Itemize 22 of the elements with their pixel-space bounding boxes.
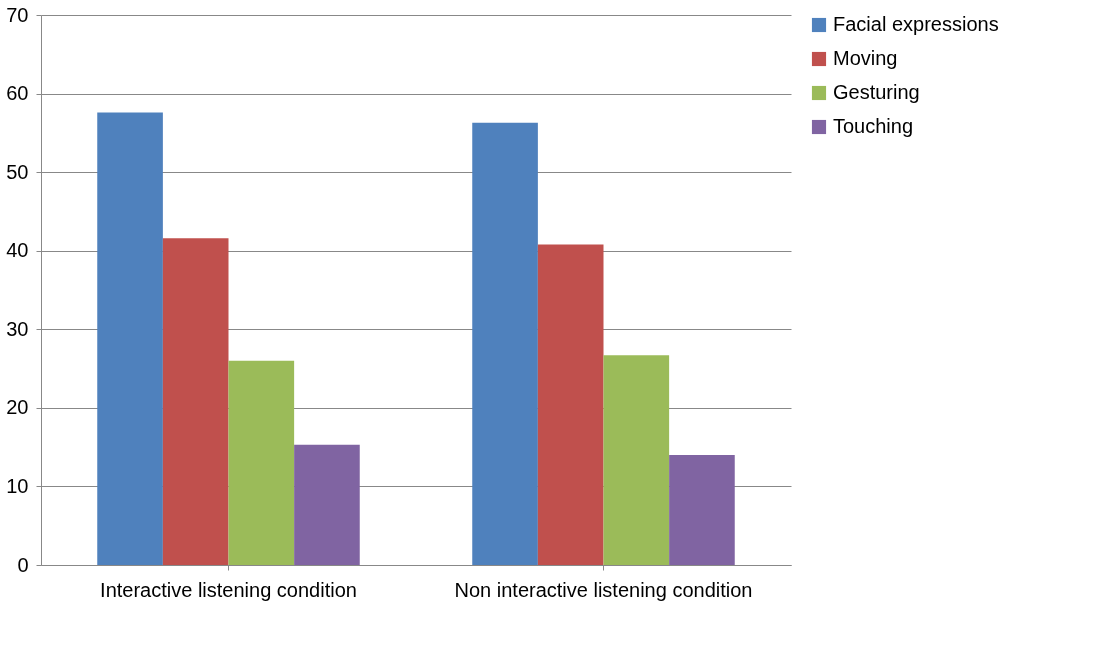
bar: [472, 122, 538, 565]
bar: [228, 360, 295, 565]
y-tick-label: 40: [6, 239, 29, 262]
y-tick-label: 70: [6, 3, 29, 26]
legend-label: Touching: [833, 115, 914, 137]
bar: [97, 112, 163, 565]
legend-label: Moving: [833, 47, 898, 69]
bar: [162, 238, 229, 565]
legend-label: Facial expressions: [833, 13, 999, 35]
bar: [537, 244, 604, 565]
x-tick-label: Non interactive listening condition: [454, 578, 753, 601]
bar: [669, 455, 735, 565]
x-tick-label: Interactive listening condition: [100, 578, 357, 601]
y-tick-label: 0: [17, 553, 29, 576]
y-tick-label: 10: [6, 474, 29, 497]
legend-label: Gesturing: [833, 81, 920, 103]
y-tick-label: 20: [6, 396, 29, 419]
y-tick-label: 30: [6, 317, 29, 340]
y-tick-label: 50: [6, 160, 29, 183]
bar: [603, 355, 670, 565]
y-tick-label: 60: [6, 82, 29, 105]
bar: [294, 444, 360, 565]
